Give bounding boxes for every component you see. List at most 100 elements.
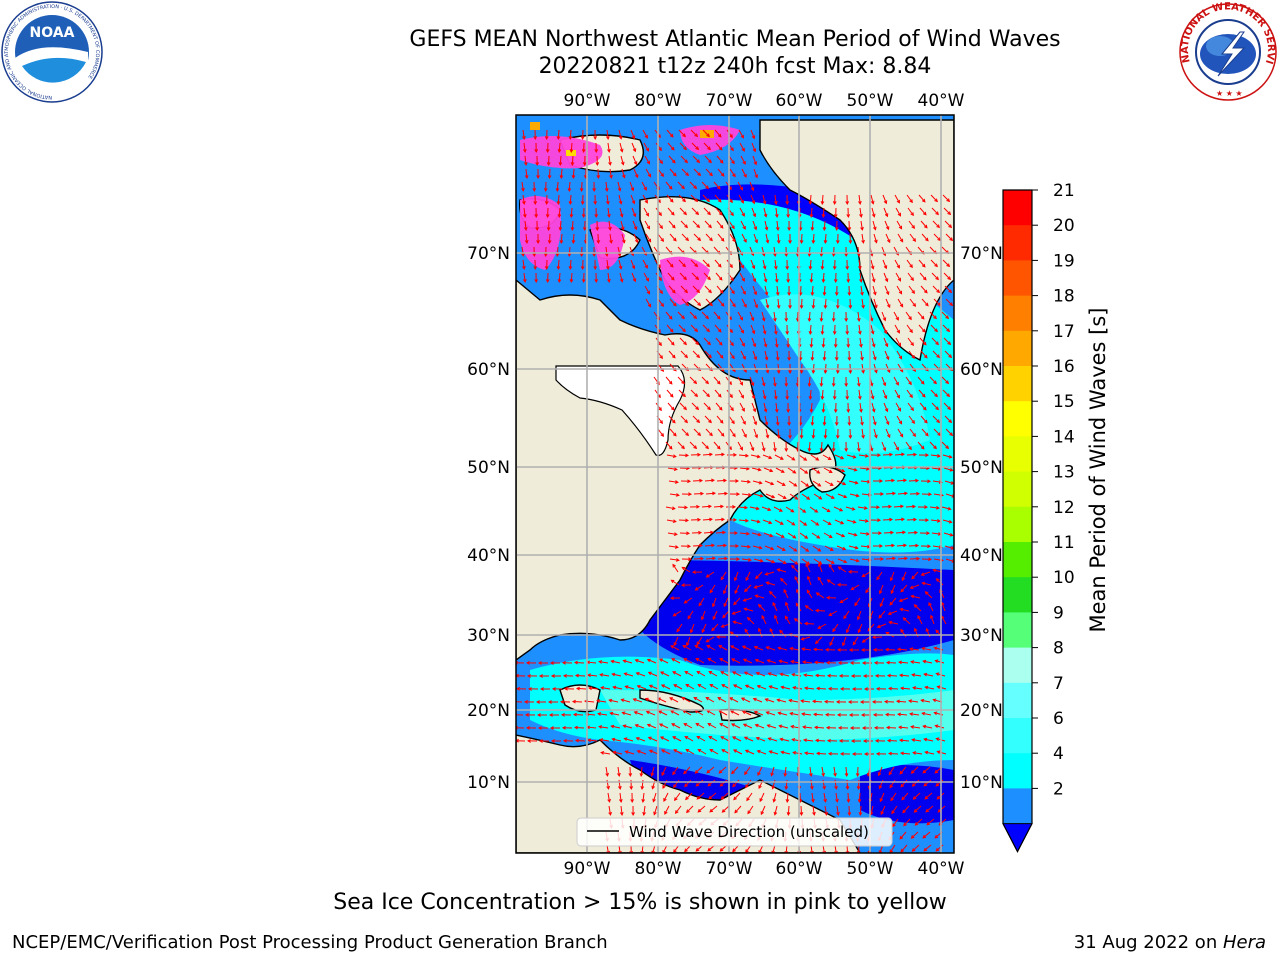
wind-arrow xyxy=(689,181,697,189)
wind-arrow xyxy=(765,233,769,243)
wind-arrow xyxy=(713,441,721,450)
wind-arrow xyxy=(686,805,694,813)
wind-arrow xyxy=(680,415,688,423)
wind-arrow-head xyxy=(743,303,747,308)
wind-arrow xyxy=(945,558,954,563)
wind-arrow-head xyxy=(751,395,756,400)
wind-arrow-head xyxy=(754,369,759,374)
wind-arrow-head xyxy=(696,354,701,359)
wind-arrow-head xyxy=(623,737,628,741)
wind-arrow xyxy=(525,233,528,244)
wind-arrow xyxy=(680,155,688,163)
wind-arrow-head xyxy=(722,530,727,535)
wind-arrow-head xyxy=(763,278,768,283)
wind-arrow xyxy=(709,684,719,690)
wind-arrow-head xyxy=(773,447,777,452)
wind-arrow xyxy=(764,220,768,230)
wind-arrow xyxy=(734,584,740,594)
wind-arrow xyxy=(905,376,912,385)
wind-arrow-head xyxy=(937,808,942,813)
wind-arrow xyxy=(701,181,709,189)
wind-arrow-head xyxy=(865,531,870,536)
wind-arrow xyxy=(920,350,928,359)
colorbar-segment xyxy=(1003,295,1032,332)
wind-arrow xyxy=(862,571,871,578)
wind-arrow xyxy=(766,646,776,651)
wind-arrow xyxy=(822,272,825,283)
wind-arrow-head xyxy=(852,454,857,459)
wind-arrow xyxy=(820,311,823,322)
wind-arrow-head xyxy=(768,455,773,460)
wind-arrow xyxy=(930,194,938,202)
wind-arrow-head xyxy=(660,173,665,178)
wind-arrow xyxy=(810,402,813,413)
wind-arrow xyxy=(732,736,742,742)
wind-arrow xyxy=(679,337,687,345)
map-grid xyxy=(516,115,954,853)
wind-arrow xyxy=(682,710,692,716)
wind-arrow-head xyxy=(660,303,665,308)
wind-arrow-head xyxy=(695,146,700,151)
wind-arrow xyxy=(789,699,799,703)
wind-arrow-head xyxy=(569,149,574,154)
wind-arrow-head xyxy=(920,315,925,320)
wind-arrow xyxy=(752,415,757,425)
wind-arrow-head xyxy=(860,356,864,361)
wind-arrow-head xyxy=(789,711,794,716)
wind-arrow xyxy=(821,389,824,400)
wind-arrow-head xyxy=(773,265,778,270)
wind-arrow xyxy=(730,645,740,651)
wind-arrow xyxy=(924,673,934,677)
wind-arrow xyxy=(814,661,825,664)
wind-arrow xyxy=(697,805,706,813)
wind-arrow-head xyxy=(653,811,657,816)
wind-arrow-head xyxy=(557,149,562,154)
wind-arrow xyxy=(761,246,765,256)
wind-arrow-head xyxy=(898,225,903,230)
wind-arrow xyxy=(784,616,791,625)
wind-arrow-head xyxy=(753,645,758,650)
wind-arrow-head xyxy=(949,533,954,537)
footer-credit: NCEP/EMC/Verification Post Processing Pr… xyxy=(12,932,608,953)
wind-arrow xyxy=(649,749,659,755)
wind-arrow xyxy=(645,698,655,703)
wind-arrow xyxy=(820,376,823,387)
wind-arrow-head xyxy=(903,478,908,483)
wind-arrow-head xyxy=(707,146,711,151)
wind-arrow-head xyxy=(729,329,733,334)
wind-arrow-head xyxy=(761,382,766,387)
wind-arrow-head xyxy=(647,303,652,308)
wind-arrow-head xyxy=(558,227,563,232)
wind-arrow-head xyxy=(694,393,699,398)
wind-arrow xyxy=(787,532,796,539)
wind-arrow-head xyxy=(835,798,839,803)
wind-arrow-head xyxy=(843,615,847,620)
wind-arrow xyxy=(763,337,767,347)
wind-arrow-head xyxy=(934,659,939,664)
wind-arrow-head xyxy=(815,686,820,691)
wind-arrow-head xyxy=(730,710,734,714)
wind-arrow xyxy=(821,324,824,335)
wind-arrow-head xyxy=(595,227,600,232)
wind-arrow-head xyxy=(522,278,527,283)
wind-arrow xyxy=(760,805,766,815)
wind-arrow xyxy=(757,685,767,690)
wind-arrow xyxy=(668,415,676,424)
wind-arrow-head xyxy=(732,848,736,853)
wind-arrow xyxy=(559,220,562,231)
wind-arrow-head xyxy=(546,162,551,167)
wind-arrow-head xyxy=(744,588,748,593)
wind-arrow-head xyxy=(787,422,791,427)
wind-arrow-head xyxy=(844,253,849,258)
wind-arrow xyxy=(738,454,749,457)
wind-arrow xyxy=(879,597,885,607)
wind-arrow xyxy=(921,233,929,242)
wind-arrow xyxy=(630,194,635,204)
wind-arrow xyxy=(885,557,896,560)
wind-arrow-head xyxy=(947,341,952,346)
wind-arrow-head xyxy=(828,612,833,616)
wind-arrow-head xyxy=(705,185,709,190)
wind-arrow xyxy=(775,207,778,217)
wind-arrow-head xyxy=(670,406,675,411)
wind-arrow xyxy=(883,272,888,282)
